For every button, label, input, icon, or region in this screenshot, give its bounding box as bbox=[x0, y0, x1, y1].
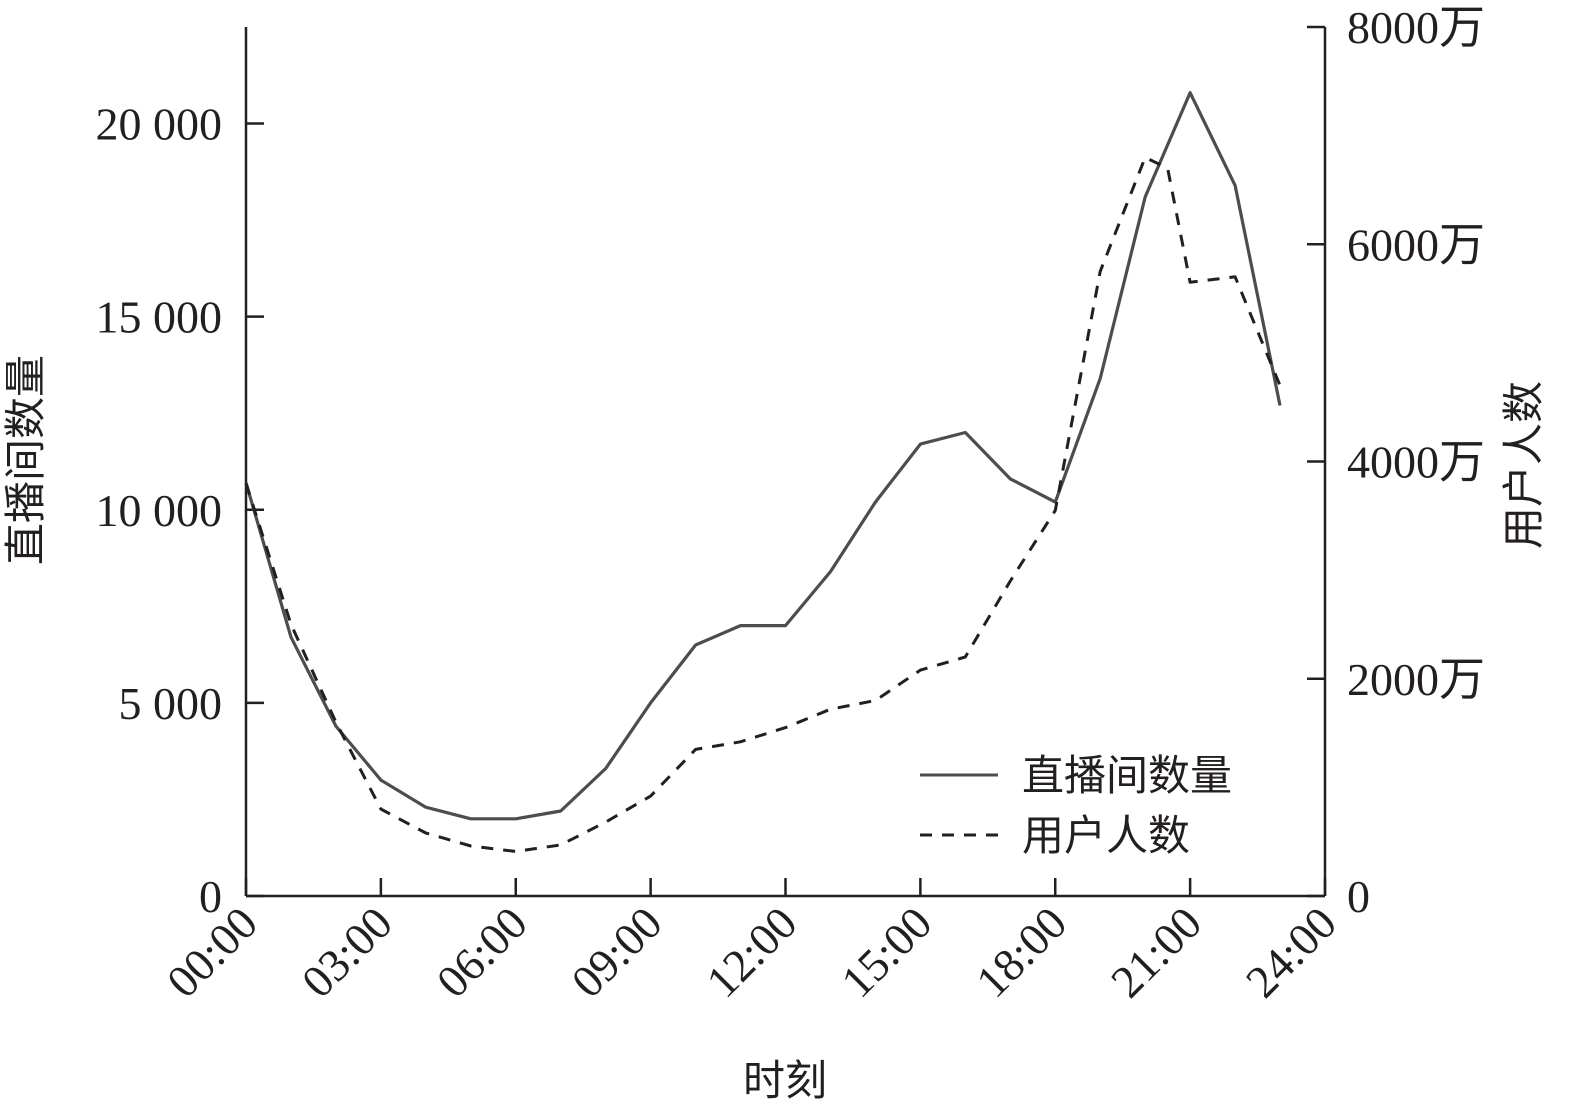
series-layer bbox=[244, 91, 1282, 853]
y-axis-left-label: 直播间数量 bbox=[1, 355, 50, 565]
series-line-rooms bbox=[244, 91, 1282, 821]
x-tick-label: 21:00 bbox=[1101, 897, 1211, 1007]
y-right-tick-label: 4000万 bbox=[1347, 437, 1485, 488]
y-right-tick-label: 6000万 bbox=[1347, 219, 1485, 270]
y-right-tick-label: 0 bbox=[1347, 871, 1370, 922]
y-right-tick-label: 2000万 bbox=[1347, 654, 1485, 705]
y-axis-right-label: 用户人数 bbox=[1499, 381, 1548, 549]
legend-label: 用户人数 bbox=[1022, 811, 1190, 860]
legend-label: 直播间数量 bbox=[1022, 751, 1232, 800]
y-left-tick-label: 20 000 bbox=[96, 99, 223, 150]
y-left-tick-label: 0 bbox=[199, 871, 222, 922]
x-tick-label: 03:00 bbox=[292, 897, 402, 1007]
x-axis-label: 时刻 bbox=[743, 1056, 827, 1105]
x-tick-label: 06:00 bbox=[427, 897, 537, 1007]
series-line-users bbox=[244, 155, 1282, 853]
x-tick-label: 09:00 bbox=[562, 897, 672, 1007]
y-left-tick-label: 15 000 bbox=[96, 292, 223, 343]
x-tick-label: 15:00 bbox=[831, 897, 941, 1007]
y-left-tick-label: 5 000 bbox=[119, 678, 223, 729]
x-tick-label: 18:00 bbox=[966, 897, 1076, 1007]
x-tick-label: 24:00 bbox=[1236, 897, 1346, 1007]
axes: 0 5 000 10 000 15 000 20 000 0 2000万 4000万 6000万… bbox=[96, 2, 1486, 1007]
y-right-tick-label: 8000万 bbox=[1347, 2, 1485, 53]
x-tick-label: 12:00 bbox=[696, 897, 806, 1007]
y-left-tick-label: 10 000 bbox=[96, 485, 223, 536]
